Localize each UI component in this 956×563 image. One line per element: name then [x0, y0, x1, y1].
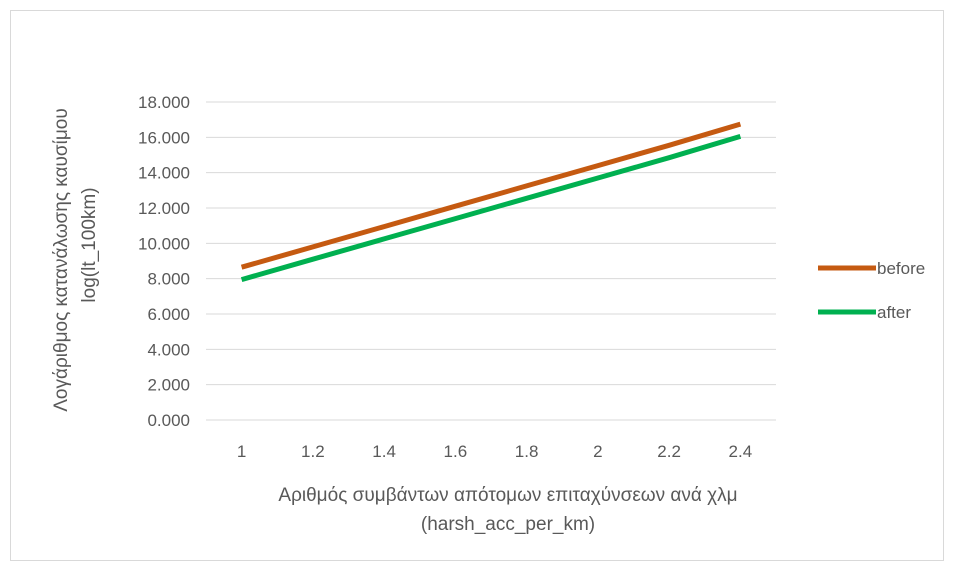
y-tick-label: 18.000 [138, 93, 190, 112]
y-axis-title-line2: log(lt_100km) [79, 187, 100, 302]
y-tick-label: 8.000 [147, 270, 190, 289]
y-tick-label: 2.000 [147, 376, 190, 395]
x-axis-title-line2: (harsh_acc_per_km) [421, 514, 595, 535]
series-lines [240, 121, 742, 283]
x-tick-label: 1.2 [301, 442, 325, 461]
series-line-before [240, 121, 742, 270]
y-tick-label: 0.000 [147, 411, 190, 430]
x-tick-label: 2 [593, 442, 602, 461]
y-tick-label: 4.000 [147, 340, 190, 359]
x-axis-ticks: 1 1.2 1.4 1.6 1.8 2 2.2 2.4 [237, 442, 752, 461]
x-tick-label: 1.6 [444, 442, 468, 461]
y-tick-label: 16.000 [138, 128, 190, 147]
y-axis-title-line1: Λογάριθμος κατανάλωσης καυσίμου [51, 108, 72, 412]
series-line-after [240, 134, 742, 283]
legend-label-after: after [877, 303, 911, 322]
y-tick-label: 12.000 [138, 199, 190, 218]
x-tick-label: 1.8 [515, 442, 539, 461]
legend: before after [818, 259, 925, 322]
y-tick-label: 14.000 [138, 164, 190, 183]
legend-label-before: before [877, 259, 925, 278]
gridlines [206, 101, 776, 421]
x-tick-label: 2.4 [729, 442, 753, 461]
x-tick-label: 1 [237, 442, 246, 461]
y-axis-ticks: 0.000 2.000 4.000 6.000 8.000 10.000 12.000 14.… [138, 93, 190, 430]
y-tick-label: 6.000 [147, 305, 190, 324]
x-tick-label: 1.4 [372, 442, 396, 461]
x-axis-title-line1: Αριθμός συμβάντων απότομων επιταχύνσεων … [278, 485, 737, 506]
x-tick-label: 2.2 [657, 442, 681, 461]
y-tick-label: 10.000 [138, 234, 190, 253]
